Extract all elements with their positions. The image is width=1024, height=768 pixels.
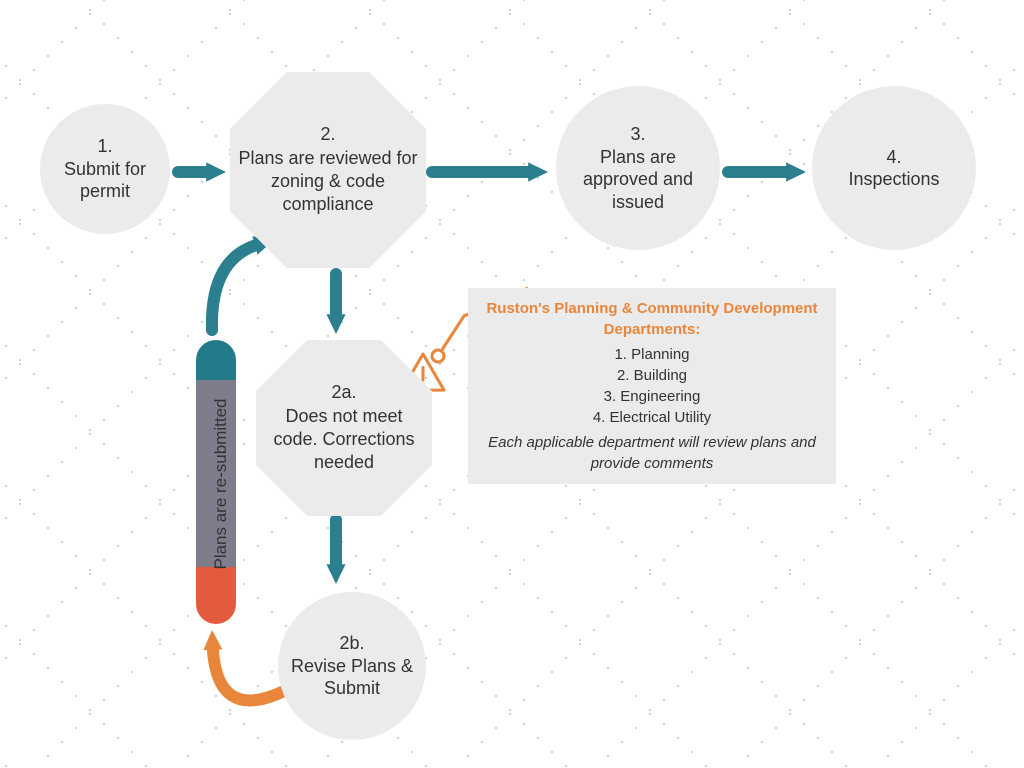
node-corrections-needed: 2a. Does not meet code. Corrections need… xyxy=(256,340,432,516)
annotation-item-2: 2. Building xyxy=(482,365,822,386)
node-2b-text: 2b. Revise Plans & Submit xyxy=(278,624,426,708)
annotation-item-4: 4. Electrical Utility xyxy=(482,407,822,428)
node-1-text: 1. Submit for permit xyxy=(40,127,170,211)
departments-annotation: Ruston's Planning & Community Developmen… xyxy=(468,288,836,484)
node-2-num: 2. xyxy=(320,124,335,144)
annotation-item-1: 1. Planning xyxy=(482,344,822,365)
pill-seg-teal xyxy=(196,340,236,380)
annotation-note: Each applicable department will review p… xyxy=(482,432,822,474)
node-3-text: 3. Plans are approved and issued xyxy=(556,115,720,221)
node-3-num: 3. xyxy=(630,124,645,144)
flowchart-canvas: 1. Submit for permit 2. Plans are review… xyxy=(0,0,1024,768)
node-1-num: 1. xyxy=(97,136,112,156)
node-2-text: 2. Plans are reviewed for zoning & code … xyxy=(230,115,426,225)
node-2-label: Plans are reviewed for zoning & code com… xyxy=(238,148,417,215)
node-2b-num: 2b. xyxy=(339,633,364,653)
node-4-label: Inspections xyxy=(848,169,939,189)
pill-label: Plans are re-submitted xyxy=(211,384,231,584)
node-submit-permit: 1. Submit for permit xyxy=(40,104,170,234)
node-plans-approved: 3. Plans are approved and issued xyxy=(556,86,720,250)
node-4-text: 4. Inspections xyxy=(840,138,947,199)
node-2a-num: 2a. xyxy=(331,382,356,402)
node-revise-submit: 2b. Revise Plans & Submit xyxy=(278,592,426,740)
node-2a-label: Does not meet code. Corrections needed xyxy=(273,406,414,473)
node-4-num: 4. xyxy=(886,147,901,167)
node-2a-text: 2a. Does not meet code. Corrections need… xyxy=(256,373,432,483)
node-inspections: 4. Inspections xyxy=(812,86,976,250)
node-2b-label: Revise Plans & Submit xyxy=(291,656,413,699)
node-1-label: Submit for permit xyxy=(64,159,146,202)
annotation-item-3: 3. Engineering xyxy=(482,386,822,407)
node-3-label: Plans are approved and issued xyxy=(583,147,693,212)
node-plans-reviewed: 2. Plans are reviewed for zoning & code … xyxy=(230,72,426,268)
annotation-title: Ruston's Planning & Community Developmen… xyxy=(482,298,822,340)
